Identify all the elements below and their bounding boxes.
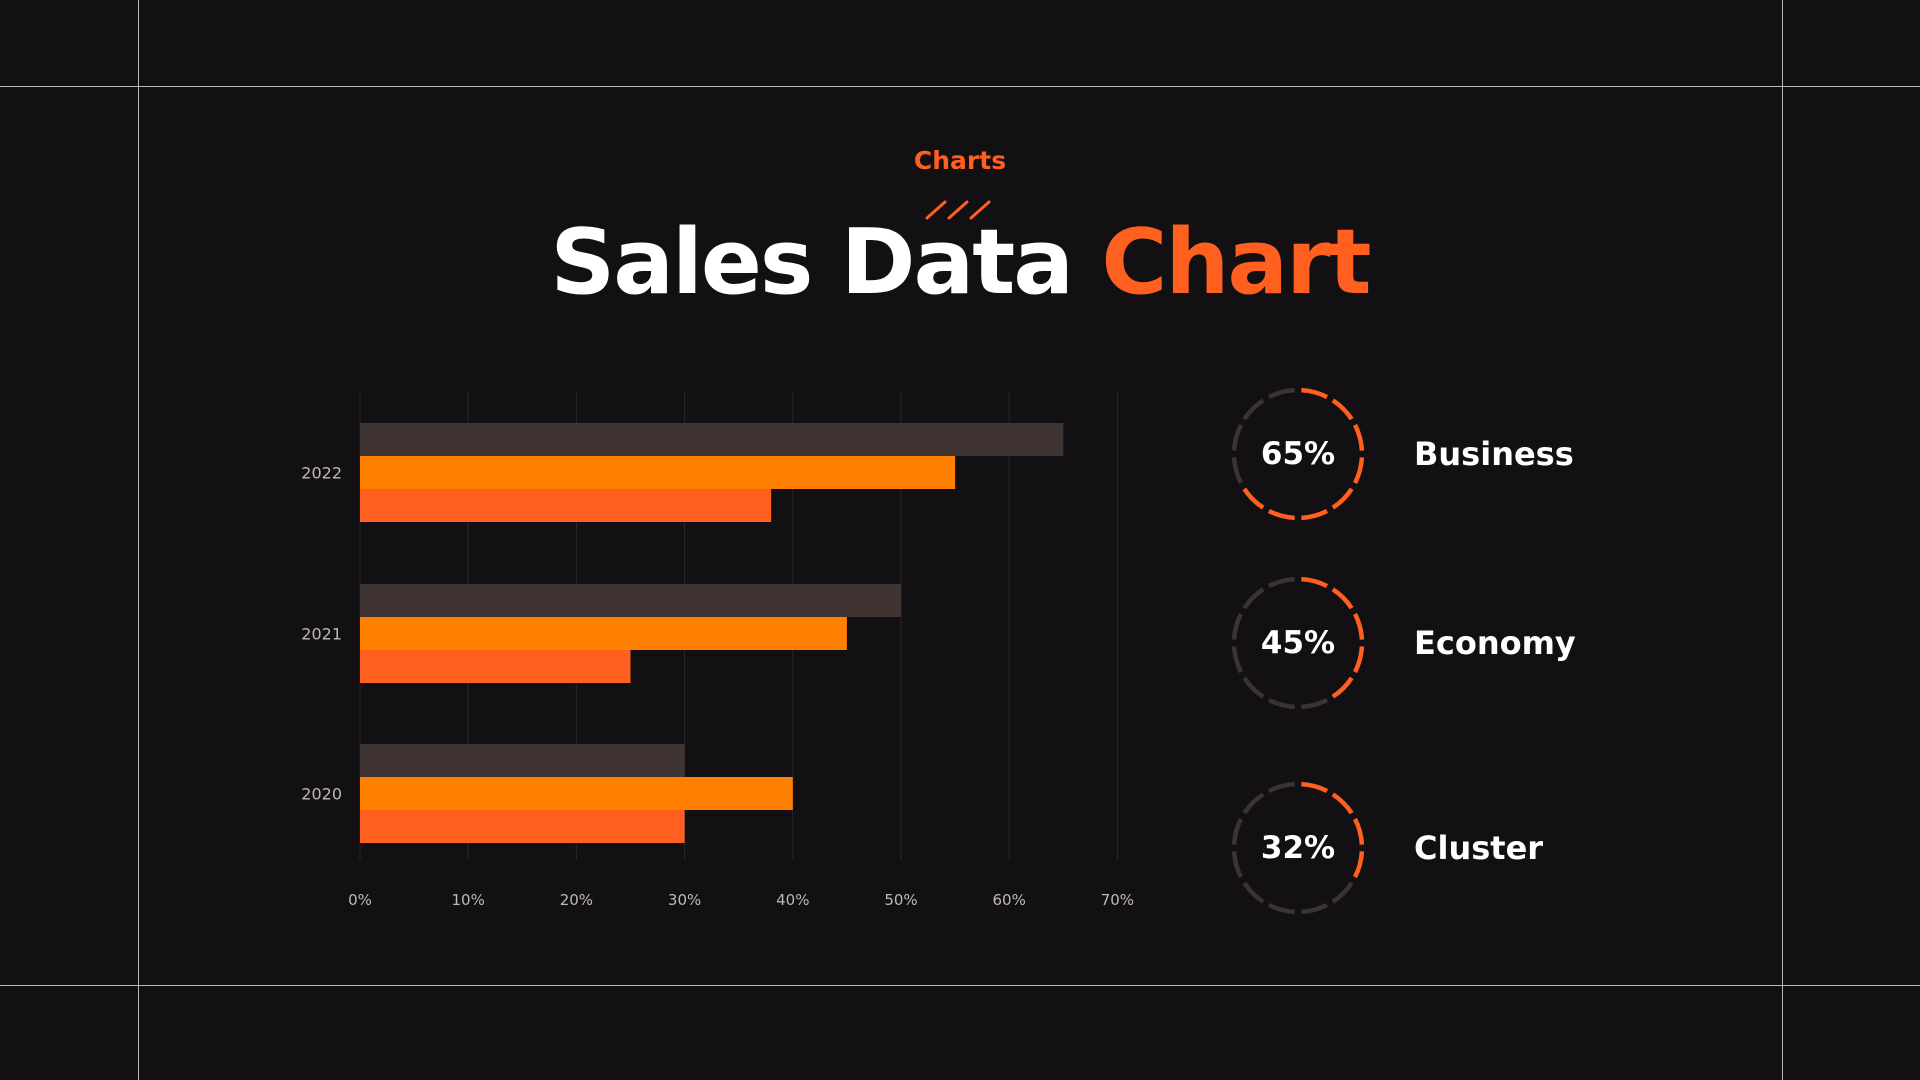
ring-segment [1301, 508, 1329, 521]
ring-segment [1331, 676, 1354, 699]
kpi-economy-value: 45% [1260, 625, 1336, 661]
segmented-ring-icon [1231, 387, 1365, 521]
ring-segment [1267, 508, 1295, 521]
ring-segment [1242, 792, 1265, 815]
ring-segment [1301, 781, 1329, 794]
kpi-economy-label: Economy [1414, 624, 1576, 662]
ring-segment [1331, 881, 1354, 904]
guide-line-bottom [0, 985, 1920, 986]
x-tick-label: 20% [560, 891, 593, 909]
bar [360, 650, 631, 683]
ring-segment [1267, 387, 1295, 400]
page-title: Sales Data Chart [0, 208, 1920, 318]
x-tick-label: 50% [884, 891, 917, 909]
segmented-ring-icon [1231, 576, 1365, 710]
slashes-decoration-icon [925, 200, 991, 220]
ring-segment [1231, 423, 1244, 451]
ring-segment [1331, 792, 1354, 815]
ring-segment [1352, 851, 1365, 879]
ring-segment [1301, 697, 1329, 710]
kpi-economy: 45% Economy [1228, 573, 1828, 713]
ring-segment [1242, 398, 1265, 421]
ring-segment [1267, 697, 1295, 710]
x-tick-label: 10% [452, 891, 485, 909]
bar [360, 744, 685, 777]
bar [360, 617, 847, 650]
x-tick-label: 40% [776, 891, 809, 909]
guide-line-top [0, 86, 1920, 87]
ring-segment [1242, 587, 1265, 610]
ring-segment [1352, 457, 1365, 485]
kpi-business-value: 65% [1260, 436, 1336, 472]
x-tick-label: 0% [348, 891, 372, 909]
kpi-business-label: Business [1414, 435, 1574, 473]
guide-line-left [138, 0, 139, 1080]
kpi-cluster-label: Cluster [1414, 829, 1544, 867]
bar [360, 777, 793, 810]
ring-segment [1301, 902, 1329, 915]
guide-line-right [1782, 0, 1783, 1080]
bar [360, 423, 1064, 456]
ring-segment [1331, 587, 1354, 610]
page-title-accent: Chart [1101, 210, 1371, 315]
ring-segment [1331, 487, 1354, 510]
x-tick-label: 60% [993, 891, 1026, 909]
ring-segment [1231, 646, 1244, 674]
y-category-label: 2020 [301, 785, 342, 804]
ring-segment [1231, 817, 1244, 845]
x-tick-label: 30% [668, 891, 701, 909]
sales-bar-chart: 0% 10% 20% 30% 40% 50% 60% 70% 2022 2021 2020 [301, 392, 1134, 909]
ring-segment [1301, 387, 1329, 400]
page-title-main: Sales Data [550, 210, 1074, 315]
y-category-label: 2021 [301, 625, 342, 644]
section-eyebrow: Charts [913, 146, 1007, 175]
x-tick-label: 70% [1101, 891, 1134, 909]
bar [360, 810, 685, 843]
segmented-ring-icon [1231, 781, 1365, 915]
bar [360, 456, 956, 489]
ring-segment [1267, 902, 1295, 915]
ring-segment [1267, 576, 1295, 589]
ring-segment [1331, 398, 1354, 421]
kpi-cluster-value: 32% [1260, 830, 1336, 866]
ring-segment [1231, 612, 1244, 640]
ring-segment [1231, 851, 1244, 879]
ring-segment [1242, 676, 1265, 699]
ring-segment [1352, 612, 1365, 640]
bar [360, 489, 772, 522]
ring-segment [1231, 457, 1244, 485]
ring-segment [1267, 781, 1295, 794]
ring-segment [1242, 881, 1265, 904]
kpi-cluster: 32% Cluster [1228, 778, 1828, 918]
ring-segment [1301, 576, 1329, 589]
bar [360, 584, 901, 617]
ring-segment [1352, 817, 1365, 845]
ring-segment [1352, 646, 1365, 674]
ring-segment [1242, 487, 1265, 510]
kpi-business: 65% Business [1228, 384, 1828, 524]
y-category-label: 2022 [301, 464, 342, 483]
ring-segment [1352, 423, 1365, 451]
